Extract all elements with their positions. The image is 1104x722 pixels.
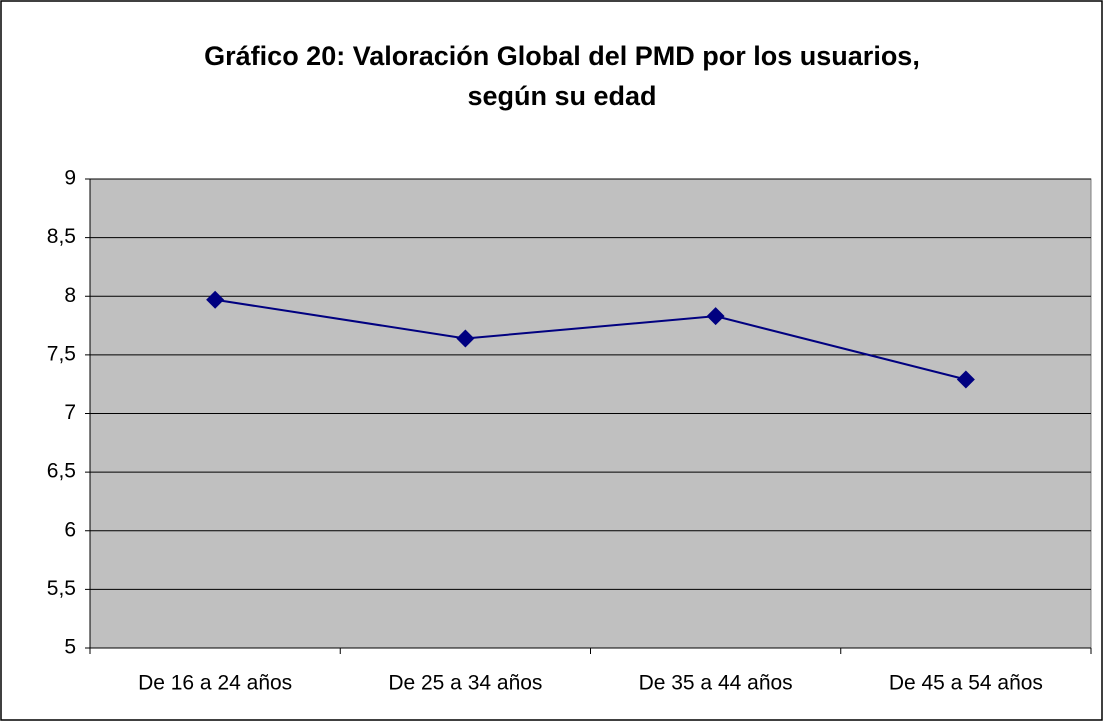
y-tick-label: 7,5: [47, 342, 76, 365]
y-tick-label: 9: [64, 167, 76, 190]
y-tick-label: 8: [64, 284, 76, 307]
y-tick-label: 5: [64, 636, 76, 659]
data-marker: [206, 290, 225, 309]
chart-title: según su edad: [467, 81, 656, 111]
y-tick-label: 8,5: [47, 225, 76, 248]
y-tick-label: 6: [64, 518, 76, 541]
x-tick-label: De 16 a 24 años: [138, 672, 292, 695]
y-tick-label: 7: [64, 401, 76, 424]
chart-title: Gráfico 20: Valoración Global del PMD po…: [204, 41, 920, 71]
data-marker: [706, 307, 725, 326]
data-line: [214, 298, 967, 381]
data-marker: [956, 370, 975, 389]
y-tick-label: 5,5: [47, 577, 76, 600]
x-tick-label: De 25 a 34 años: [388, 672, 542, 695]
x-tick-label: De 45 a 54 años: [889, 672, 1043, 695]
data-marker: [456, 329, 475, 348]
x-tick-label: De 35 a 44 años: [639, 672, 793, 695]
y-tick-label: 6,5: [47, 460, 76, 483]
